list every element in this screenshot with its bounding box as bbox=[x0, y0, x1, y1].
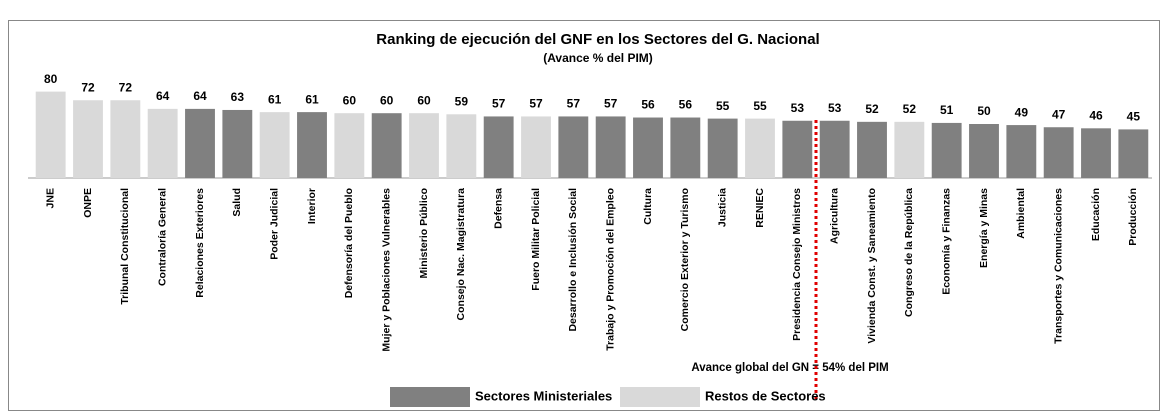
value-label: 53 bbox=[828, 101, 842, 115]
x-tick-label: Interior bbox=[306, 188, 318, 224]
bar bbox=[521, 116, 551, 178]
value-label: 57 bbox=[492, 97, 506, 111]
value-label: 47 bbox=[1052, 107, 1066, 121]
bar bbox=[819, 120, 850, 178]
x-tick-label: Educación bbox=[1090, 188, 1102, 241]
bar bbox=[446, 114, 477, 178]
bar bbox=[334, 113, 365, 178]
bar bbox=[147, 108, 178, 178]
x-tick-label: Desarrollo e Inclusión Social bbox=[567, 188, 579, 332]
x-tick-label: Defensoría del Pueblo bbox=[343, 188, 355, 298]
bar bbox=[894, 121, 925, 178]
bar bbox=[110, 100, 141, 178]
x-tick-label: Ambiental bbox=[1015, 188, 1027, 239]
x-tick-label: Congreso de la República bbox=[903, 188, 915, 317]
bar bbox=[558, 116, 589, 178]
bar bbox=[969, 124, 999, 178]
bar bbox=[185, 108, 215, 178]
x-tick-label: Salud bbox=[231, 188, 243, 217]
x-tick-label: Energía y Minas bbox=[978, 188, 990, 268]
x-tick-label: Presidencia Consejo Ministros bbox=[791, 188, 803, 341]
chart-frame bbox=[8, 20, 1160, 411]
bar bbox=[73, 100, 103, 178]
value-label: 53 bbox=[791, 101, 805, 115]
bar bbox=[745, 118, 775, 178]
bar bbox=[670, 117, 701, 178]
bar bbox=[35, 91, 66, 178]
value-label: 49 bbox=[1015, 105, 1029, 119]
x-tick-label: JNE bbox=[44, 188, 56, 208]
bar bbox=[259, 112, 290, 178]
value-label: 72 bbox=[119, 80, 133, 94]
value-label: 45 bbox=[1127, 110, 1141, 124]
x-tick-label: Producción bbox=[1127, 188, 1139, 246]
x-tick-label: Cultura bbox=[642, 188, 654, 225]
x-tick-label: Tribunal Constitucional bbox=[119, 188, 131, 305]
x-tick-label: Defensa bbox=[492, 188, 504, 229]
chart-subtitle: (Avance % del PIM) bbox=[543, 51, 653, 65]
x-tick-label: Trabajo y Promoción del Empleo bbox=[604, 188, 616, 351]
value-label: 52 bbox=[903, 102, 917, 116]
value-label: 57 bbox=[604, 97, 618, 111]
bar bbox=[1081, 128, 1111, 178]
value-label: 52 bbox=[865, 102, 879, 116]
bar bbox=[222, 109, 253, 178]
legend-label: Sectores Ministeriales bbox=[475, 388, 612, 403]
bar bbox=[409, 113, 439, 178]
x-tick-label: Relaciones Exteriores bbox=[194, 188, 206, 298]
value-label: 55 bbox=[716, 99, 730, 113]
bar bbox=[931, 122, 962, 178]
x-tick-label: Mujer y Poblaciones Vulnerables bbox=[380, 188, 392, 352]
x-tick-label: Poder Judicial bbox=[268, 188, 280, 260]
x-tick-label: Consejo Nac. Magistratura bbox=[455, 188, 467, 321]
value-label: 60 bbox=[380, 93, 394, 107]
bar bbox=[371, 113, 402, 178]
x-tick-label: Contraloría General bbox=[156, 188, 168, 286]
bar bbox=[297, 112, 327, 178]
x-tick-label: Economía y Finanzas bbox=[940, 188, 952, 295]
value-label: 63 bbox=[231, 90, 245, 104]
value-label: 56 bbox=[679, 98, 693, 112]
x-tick-label: RENIEC bbox=[754, 188, 766, 228]
x-tick-label: Transportes y Comunicaciones bbox=[1052, 188, 1064, 344]
value-label: 55 bbox=[753, 99, 767, 113]
x-tick-label: Agricultura bbox=[828, 188, 840, 244]
value-label: 64 bbox=[193, 89, 207, 103]
value-label: 56 bbox=[641, 98, 655, 112]
x-tick-label: Fuero Militar Policial bbox=[530, 188, 542, 291]
value-label: 57 bbox=[567, 97, 581, 111]
x-tick-label: Comercio Exterior y Turismo bbox=[679, 188, 691, 331]
value-label: 57 bbox=[529, 97, 543, 111]
x-tick-label: Justicia bbox=[716, 188, 728, 227]
x-tick-label: Ministerio Público bbox=[418, 188, 430, 278]
value-label: 50 bbox=[977, 104, 991, 118]
value-label: 61 bbox=[305, 92, 319, 106]
bar bbox=[1006, 125, 1037, 178]
legend-swatch bbox=[620, 387, 700, 407]
value-label: 61 bbox=[268, 92, 282, 106]
value-label: 64 bbox=[156, 89, 170, 103]
bar bbox=[782, 120, 813, 178]
bar bbox=[1043, 127, 1074, 178]
value-label: 46 bbox=[1089, 108, 1103, 122]
x-tick-label: ONPE bbox=[82, 188, 94, 218]
value-label: 60 bbox=[417, 93, 431, 107]
legend-label: Restos de Sectores bbox=[705, 388, 826, 403]
bar bbox=[857, 121, 887, 178]
bar bbox=[483, 116, 514, 178]
bar bbox=[595, 116, 626, 178]
x-tick-label: Vivienda Const. y Saneamiento bbox=[866, 188, 878, 344]
chart-title: Ranking de ejecución del GNF en los Sect… bbox=[376, 31, 819, 48]
annotation: Avance global del GN = 54% del PIM bbox=[691, 362, 888, 374]
value-label: 60 bbox=[343, 93, 357, 107]
value-label: 59 bbox=[455, 94, 469, 108]
legend-swatch bbox=[390, 387, 470, 407]
bar bbox=[707, 118, 738, 178]
value-label: 72 bbox=[81, 80, 95, 94]
bar bbox=[1118, 129, 1149, 178]
value-label: 80 bbox=[44, 72, 58, 86]
bar bbox=[633, 117, 663, 178]
value-label: 51 bbox=[940, 103, 954, 117]
